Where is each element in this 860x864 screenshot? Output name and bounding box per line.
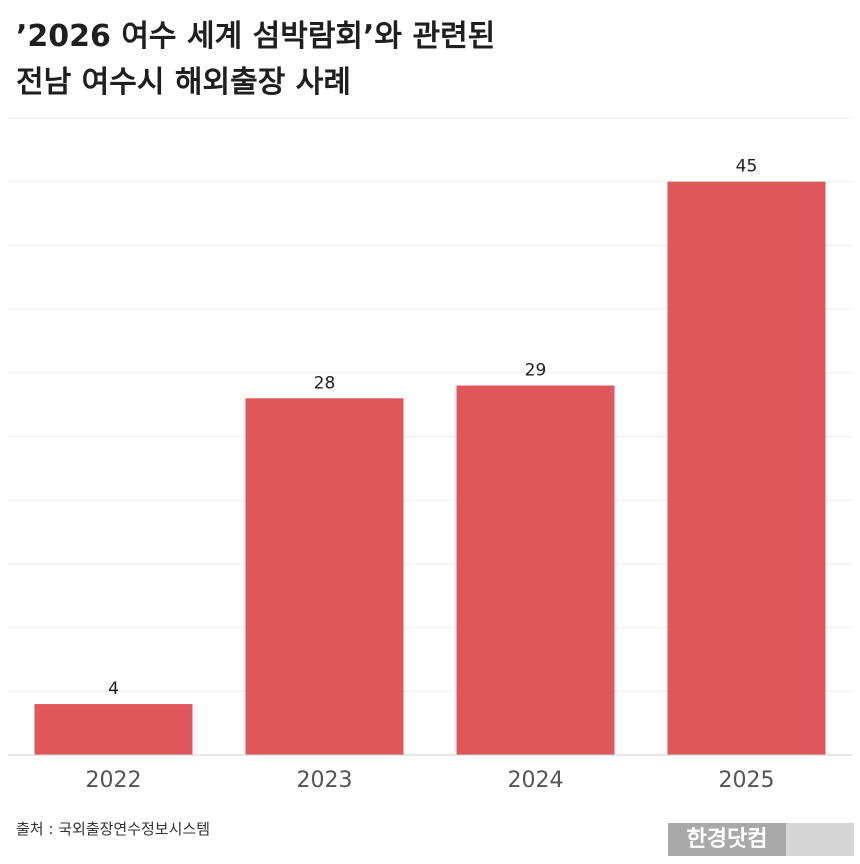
chart-title-line-2: 전남 여수시 해외출장 사례 [16,65,351,100]
data-label-2023: 28 [314,373,336,393]
x-axis-ticks: 2022 2023 2024 2025 [86,768,775,793]
bar-2024 [456,385,615,755]
x-tick-label-2023: 2023 [297,768,353,793]
chart-title: ’2026 여수 세계 섬박람회’와 관련된 전남 여수시 해외출장 사례 [16,14,495,106]
x-tick-label-2024: 2024 [508,768,564,793]
data-labels: 4 28 29 45 [108,157,757,699]
bar-2022 [34,704,193,755]
chart-title-line-1: ’2026 여수 세계 섬박람회’와 관련된 [16,19,496,54]
x-tick-label-2025: 2025 [719,768,775,793]
bar-chart: 4 28 29 45 2022 2023 2024 2025 [8,117,852,793]
data-label-2025: 45 [736,157,758,177]
data-label-2022: 4 [108,679,119,699]
bar-2023 [245,398,404,755]
publisher-logo-text: 한경닷컴 [668,823,786,856]
publisher-logo: 한경닷컴 [668,823,854,856]
data-label-2024: 29 [525,361,547,381]
bar-2025 [667,181,826,755]
bars [34,181,826,755]
source-note: 출처 : 국외출장연수정보시스템 [16,820,210,838]
x-tick-label-2022: 2022 [86,768,142,793]
